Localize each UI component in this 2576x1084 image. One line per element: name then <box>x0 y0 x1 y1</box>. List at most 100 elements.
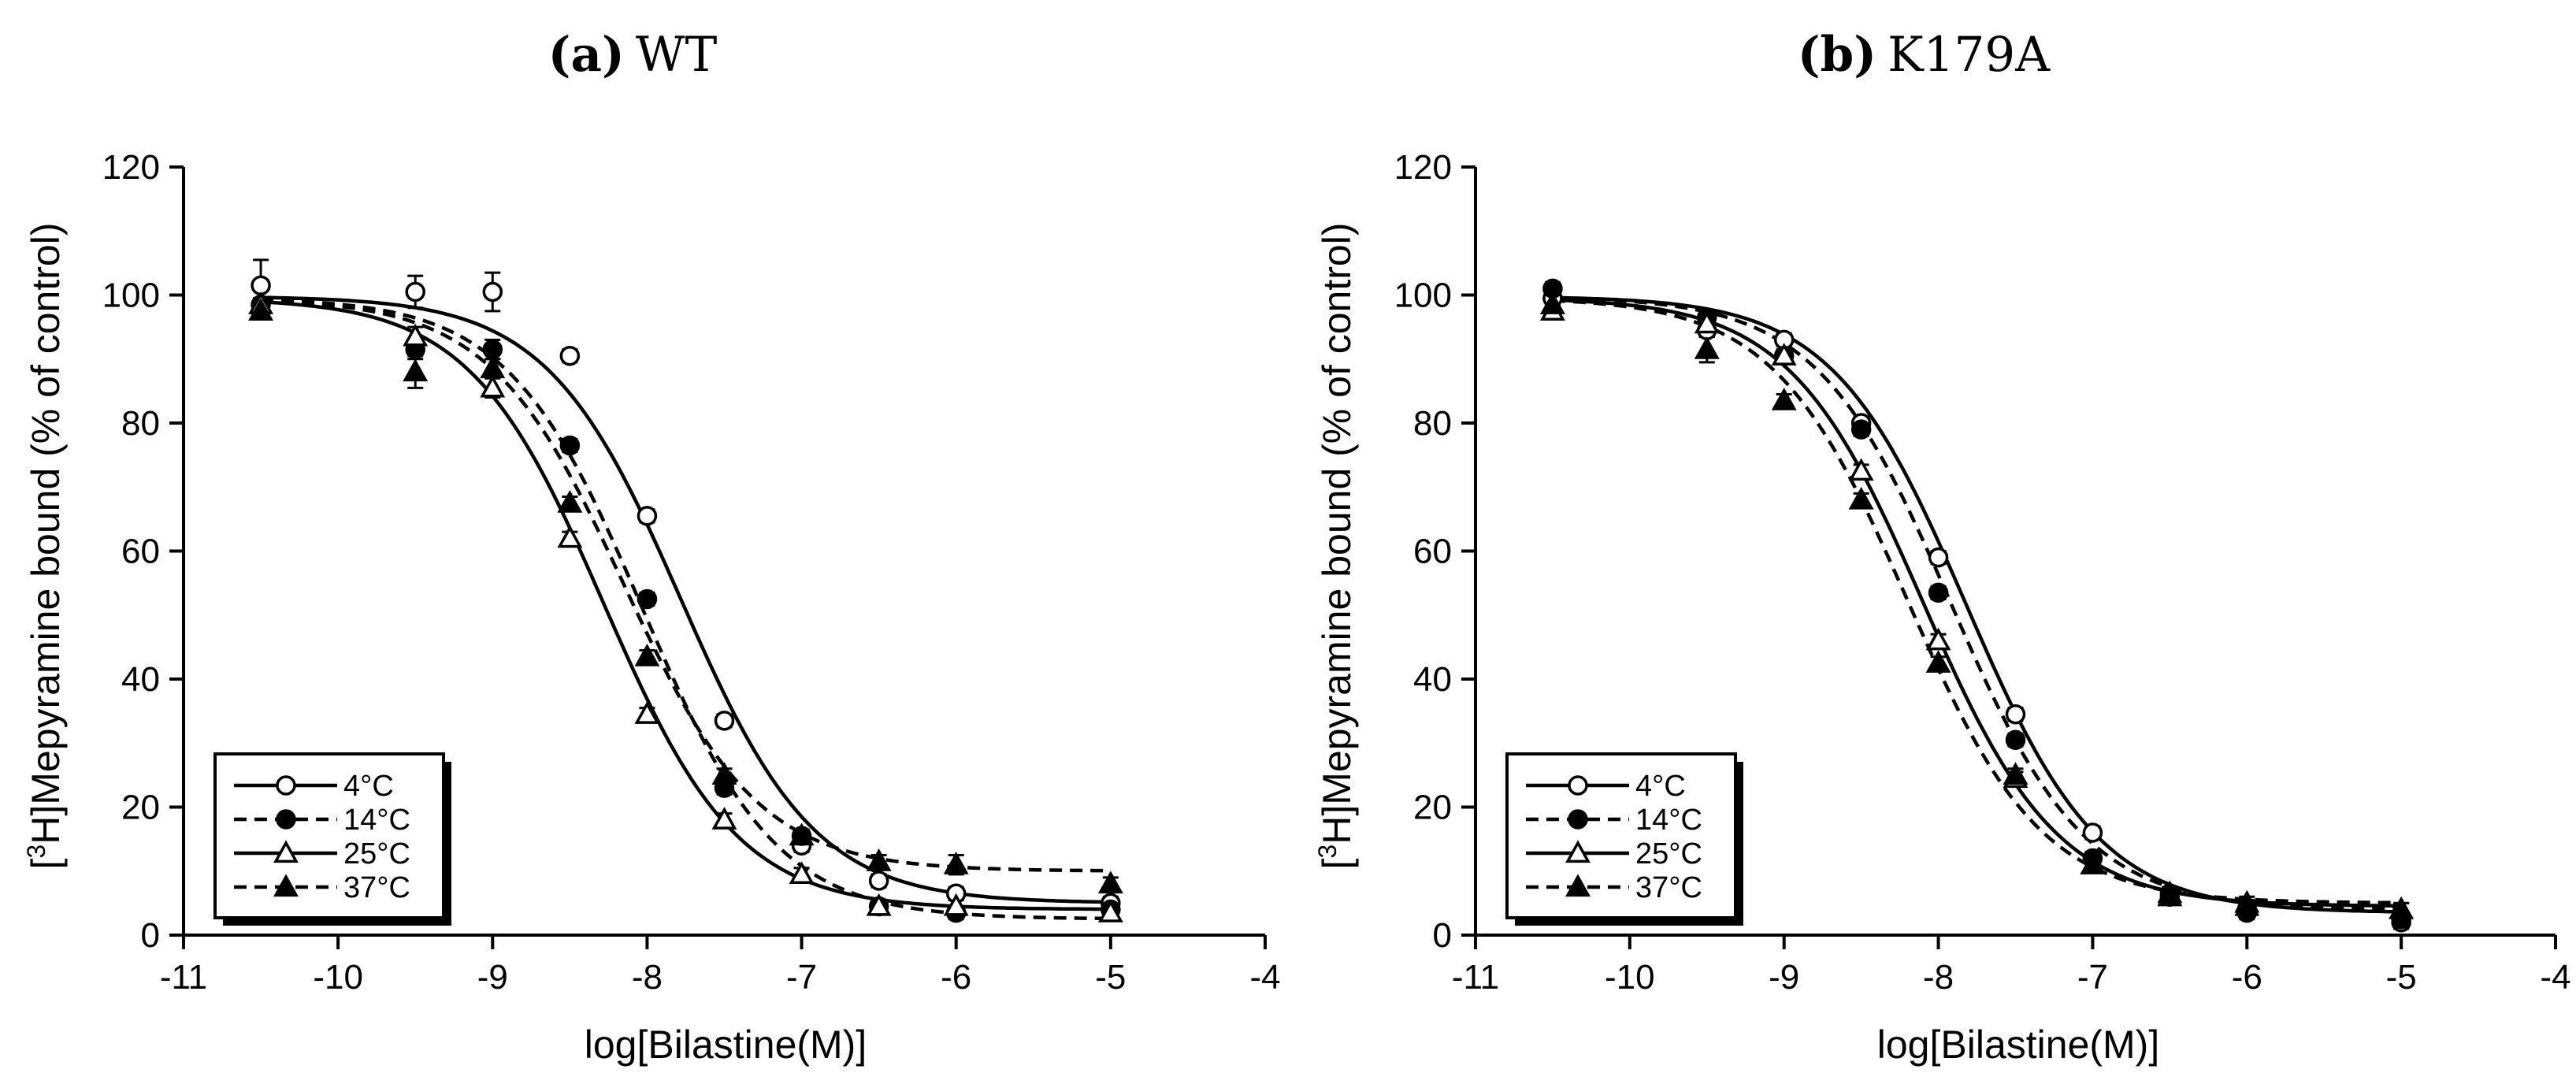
legend-item: 37°C <box>234 871 410 904</box>
panel-wt: (a) WT -11 -10 -9 -8 -7 -6 -5 -4 0 20 40 60 80 100 120 4… <box>22 27 1281 1067</box>
legend-label: 4°C <box>343 770 394 803</box>
x-tick-label: -10 <box>313 958 363 997</box>
fit-curve-25°C <box>1552 298 2402 908</box>
x-tick-label: -6 <box>2232 958 2262 997</box>
legend-item: 4°C <box>234 770 394 803</box>
panel-title-k179a: (b) K179A <box>1798 27 2051 83</box>
legend-item: 37°C <box>1526 871 1702 904</box>
data-point-4°C <box>2082 822 2103 843</box>
data-point-25°C <box>789 861 815 884</box>
y-axis-label: [3H]Mepyramine bound (% of control) <box>22 223 68 870</box>
plot-area-wt: -11 -10 -9 -8 -7 -6 -5 -4 0 20 40 60 80 100 120 4°C14°C… <box>102 148 1281 997</box>
data-point-25°C <box>403 323 429 347</box>
x-tick-label: -8 <box>1923 958 1954 997</box>
open-circle-icon <box>1568 775 1588 796</box>
data-point-25°C <box>1771 343 1797 366</box>
x-tick-label: -11 <box>1452 958 1499 997</box>
legend-label: 4°C <box>1635 770 1686 803</box>
data-point-4°C <box>1928 547 1949 568</box>
data-point-37°C <box>248 298 274 321</box>
y-tick-label: 40 <box>1413 660 1452 699</box>
data-point-37°C <box>634 643 660 666</box>
data-point-37°C <box>789 822 815 846</box>
data-point-25°C <box>480 374 506 398</box>
y-tick-label: 20 <box>121 789 160 827</box>
y-tick-label: 40 <box>121 660 160 699</box>
legend-box <box>213 752 445 919</box>
data-point-37°C <box>2157 883 2183 907</box>
legend-label: 14°C <box>1635 804 1702 837</box>
data-point-14°C <box>559 435 581 456</box>
data-point-37°C <box>2389 896 2415 919</box>
data-point-25°C <box>1848 458 1874 481</box>
x-axis-label: log[Bilastine(M)] <box>1877 1023 2159 1067</box>
data-point-37°C <box>1694 336 1720 359</box>
y-tick-label: 100 <box>1394 277 1452 315</box>
legend-item: 25°C <box>234 837 410 871</box>
y-tick-label: 60 <box>1413 533 1452 571</box>
filled-triangle-icon <box>273 874 299 897</box>
fit-curve-4°C <box>261 295 1111 904</box>
x-tick-label: -4 <box>2540 958 2570 997</box>
x-tick-label: -8 <box>632 958 663 997</box>
fit-curve-37°C <box>260 299 1111 873</box>
y-axis-label-superscript: 3 <box>1313 845 1342 859</box>
x-tick-label: -6 <box>941 958 971 997</box>
filled-triangle-icon <box>1565 874 1591 897</box>
y-tick-label: 80 <box>1413 404 1452 443</box>
data-point-25°C <box>866 893 892 916</box>
x-axis-label: log[Bilastine(M)] <box>585 1023 867 1067</box>
x-tick-label: -9 <box>1769 958 1799 997</box>
data-point-25°C <box>634 701 660 724</box>
x-tick-label: -7 <box>2077 958 2108 997</box>
data-point-25°C <box>557 525 583 548</box>
legend-item: 14°C <box>234 804 410 837</box>
data-point-37°C <box>1925 650 1951 673</box>
legend-item: 25°C <box>1526 837 1702 871</box>
x-tick-label: -5 <box>1095 958 1126 997</box>
data-point-14°C <box>1928 582 1949 603</box>
data-point-37°C <box>2080 852 2106 874</box>
panel-name: K179A <box>1887 27 2051 83</box>
data-point-4°C <box>405 281 425 303</box>
filled-circle-icon <box>1568 809 1588 830</box>
data-point-14°C <box>1850 419 1872 440</box>
data-point-25°C <box>1925 627 1951 651</box>
data-point-25°C <box>1694 310 1720 334</box>
y-tick-label: 80 <box>121 404 160 443</box>
x-tick-label: -7 <box>786 958 817 997</box>
legend-item: 4°C <box>1526 770 1686 803</box>
data-point-37°C <box>557 489 583 513</box>
data-point-37°C <box>2003 762 2029 785</box>
panel-name: WT <box>636 27 718 83</box>
x-tick-label: -5 <box>2386 958 2417 997</box>
data-point-37°C <box>711 762 737 785</box>
data-point-4°C <box>482 281 503 303</box>
data-point-37°C <box>866 848 892 871</box>
fit-curve-25°C <box>260 299 1111 911</box>
y-tick-label: 120 <box>102 148 160 187</box>
data-point-4°C <box>251 275 271 296</box>
data-point-37°C <box>480 355 506 379</box>
data-point-37°C <box>1539 291 1565 314</box>
legend-label: 25°C <box>343 837 410 871</box>
y-tick-label: 100 <box>102 277 160 315</box>
data-point-14°C <box>2005 729 2026 750</box>
data-point-4°C <box>2005 703 2026 725</box>
open-circle-icon <box>276 775 296 796</box>
x-tick-label: -10 <box>1605 958 1655 997</box>
panel-title-wt: (a) WT <box>548 27 718 83</box>
data-point-37°C <box>1097 871 1123 894</box>
data-point-37°C <box>943 852 969 874</box>
data-point-37°C <box>2234 893 2260 916</box>
data-point-4°C <box>559 345 581 366</box>
legend-label: 37°C <box>1635 871 1702 904</box>
data-point-14°C <box>482 339 503 360</box>
fit-curve-37°C <box>1552 299 2402 905</box>
data-point-4°C <box>868 871 889 891</box>
plot-area-k179a: -11 -10 -9 -8 -7 -6 -5 -4 0 20 40 60 80 100 120 4°C14°C… <box>1394 148 2571 997</box>
panel-letter: (a) <box>548 27 625 83</box>
data-point-37°C <box>403 358 429 382</box>
y-tick-label: 0 <box>141 916 160 955</box>
legend-label: 14°C <box>343 804 410 837</box>
